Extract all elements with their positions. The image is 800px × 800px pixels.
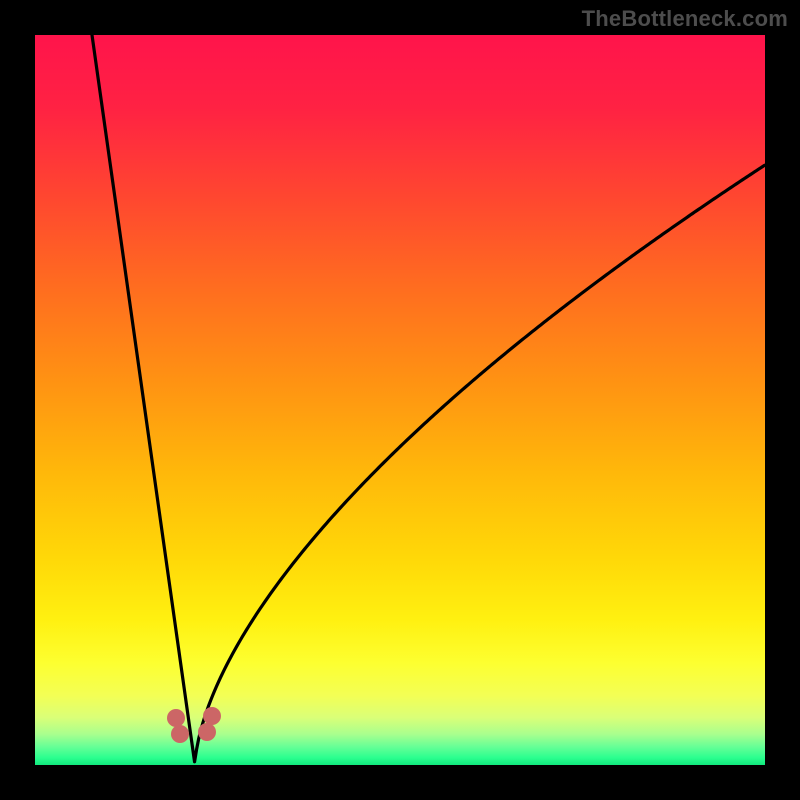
bottleneck-chart (0, 0, 800, 800)
marker-point (167, 709, 185, 727)
chart-container: TheBottleneck.com (0, 0, 800, 800)
marker-point (198, 723, 216, 741)
marker-point (203, 707, 221, 725)
marker-point (171, 725, 189, 743)
watermark-text: TheBottleneck.com (582, 6, 788, 32)
